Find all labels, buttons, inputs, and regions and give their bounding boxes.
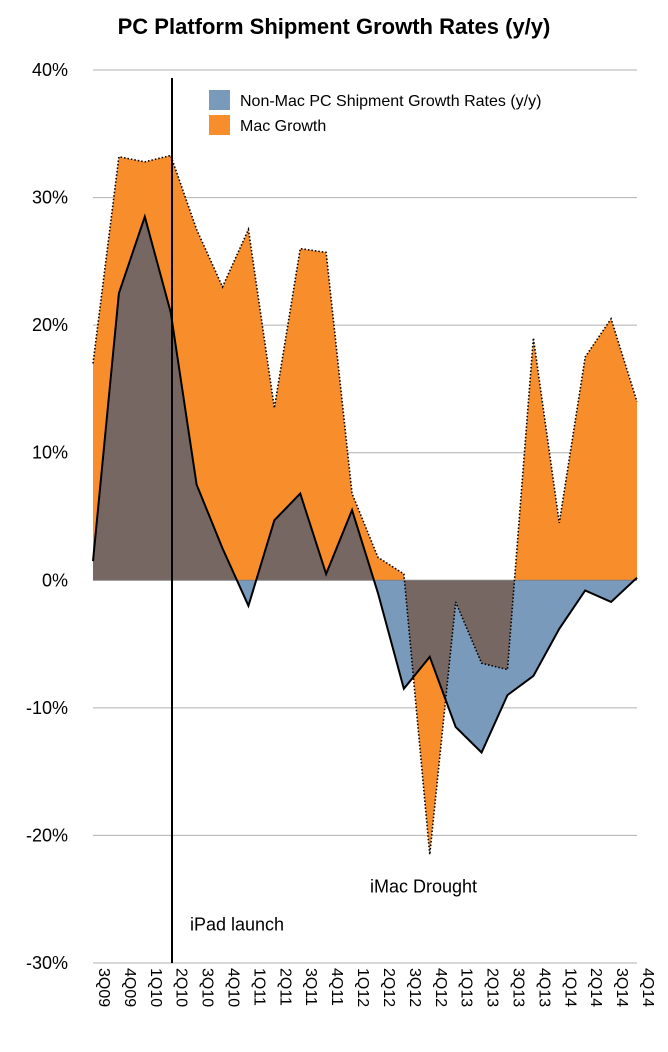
annotation-ipad-launch: iPad launch [190,915,284,935]
x-tick-label: 2Q10 [173,968,190,1007]
y-tick-label: 20% [32,315,68,335]
x-tick-label: 1Q13 [458,968,475,1007]
legend-label-non-mac: Non-Mac PC Shipment Growth Rates (y/y) [240,93,541,110]
line-layer [92,78,638,963]
chart-title: PC Platform Shipment Growth Rates (y/y) [117,14,551,39]
y-tick-label: -20% [26,825,68,845]
x-tick-label: 1Q12 [354,968,371,1007]
x-tick-label: 3Q14 [613,968,630,1007]
x-axis: 3Q09 4Q09 1Q10 2Q10 3Q10 4Q10 1Q11 2Q11 3Q11 4Q11… [95,968,656,1007]
overlap-area [93,216,637,753]
x-tick-label: 1Q11 [250,968,267,1006]
y-tick-label: 30% [32,188,68,208]
x-tick-label: 4Q12 [432,968,449,1007]
x-tick-label: 4Q11 [328,968,345,1006]
non-mac-growth-line [92,213,638,755]
y-tick-label: -30% [26,953,68,973]
x-tick-label: 2Q14 [587,968,604,1007]
y-tick-label: 0% [42,570,68,590]
area-layer [93,155,637,855]
legend: Non-Mac PC Shipment Growth Rates (y/y) M… [209,90,541,135]
y-tick-label: 40% [32,60,68,80]
legend-swatch-mac [209,115,230,135]
x-tick-label: 3Q09 [95,968,112,1007]
legend-swatch-non-mac [209,90,230,110]
y-tick-label: 10% [32,443,68,463]
annotations: iPad launch iMac Drought [190,876,477,934]
x-tick-label: 3Q13 [509,968,526,1007]
x-tick-label: 4Q10 [225,968,242,1007]
x-tick-label: 4Q14 [639,968,656,1007]
x-tick-label: 2Q11 [276,968,293,1006]
x-tick-label: 3Q10 [199,968,216,1007]
annotation-imac-drought: iMac Drought [370,876,477,896]
x-tick-label: 3Q11 [302,968,319,1006]
legend-label-mac: Mac Growth [240,118,326,135]
y-tick-label: -10% [26,698,68,718]
x-tick-label: 2Q12 [380,968,397,1007]
x-tick-label: 2Q13 [484,968,501,1007]
y-axis: 40% 30% 20% 10% 0% -10% -20% -30% [26,60,68,973]
x-tick-label: 1Q14 [561,968,578,1007]
mac-growth-area [93,155,637,855]
x-tick-label: 4Q13 [535,968,552,1007]
x-tick-label: 1Q10 [147,968,164,1007]
x-tick-label: 3Q12 [406,968,423,1007]
x-tick-label: 4Q09 [121,968,138,1007]
mac-growth-line [92,154,638,855]
